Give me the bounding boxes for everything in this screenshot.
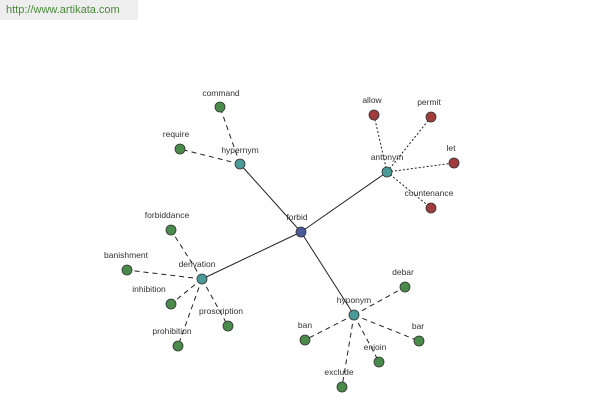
edge <box>201 231 302 280</box>
node <box>368 109 380 121</box>
node-label: antonym <box>371 152 404 162</box>
site-url[interactable]: http://www.artikata.com <box>0 0 138 20</box>
node <box>336 381 348 393</box>
edge <box>386 162 455 173</box>
node-label: hyponym <box>337 295 372 305</box>
node <box>448 157 460 169</box>
node <box>348 309 360 321</box>
edge <box>300 171 388 233</box>
node-label: forbid <box>286 212 308 222</box>
node-label: banishment <box>104 250 149 260</box>
edge <box>353 314 420 342</box>
node <box>373 356 385 368</box>
node <box>121 264 133 276</box>
node <box>413 335 425 347</box>
edge <box>353 314 380 363</box>
node-label: debar <box>392 267 414 277</box>
node-label: exclude <box>324 367 354 377</box>
node-label: countenance <box>405 188 454 198</box>
node <box>234 158 246 170</box>
edge <box>201 278 229 327</box>
node-label: allow <box>362 95 382 105</box>
edge <box>373 114 388 173</box>
node-label: hypernym <box>221 145 258 155</box>
node-label: command <box>202 88 240 98</box>
node <box>425 202 437 214</box>
node-label: let <box>447 143 457 153</box>
node-label: require <box>163 129 190 139</box>
edge <box>219 106 241 165</box>
edge <box>170 278 203 305</box>
edge <box>386 171 432 209</box>
edge <box>177 278 203 347</box>
node <box>425 111 437 123</box>
edge <box>239 163 302 233</box>
node-label: permit <box>417 97 441 107</box>
node <box>381 166 393 178</box>
node-label: prohibition <box>152 326 191 336</box>
edge <box>386 116 432 173</box>
node-label: inhibition <box>132 284 166 294</box>
node-label: derivation <box>179 259 216 269</box>
node-label: proscription <box>199 306 243 316</box>
edge <box>353 286 406 316</box>
node <box>172 340 184 352</box>
edge <box>300 231 355 316</box>
node <box>399 281 411 293</box>
node-label: bar <box>412 321 424 331</box>
edge <box>341 314 355 388</box>
node <box>222 320 234 332</box>
node <box>165 298 177 310</box>
node-label: ban <box>298 320 312 330</box>
node <box>165 224 177 236</box>
edge <box>126 269 203 280</box>
node <box>214 101 226 113</box>
node <box>299 334 311 346</box>
edge <box>304 314 355 341</box>
node <box>295 226 307 238</box>
node-label: enjoin <box>364 342 387 352</box>
edge <box>170 229 203 280</box>
edge <box>179 148 241 165</box>
node-label: forbiddance <box>145 210 190 220</box>
node <box>196 273 208 285</box>
node <box>174 143 186 155</box>
